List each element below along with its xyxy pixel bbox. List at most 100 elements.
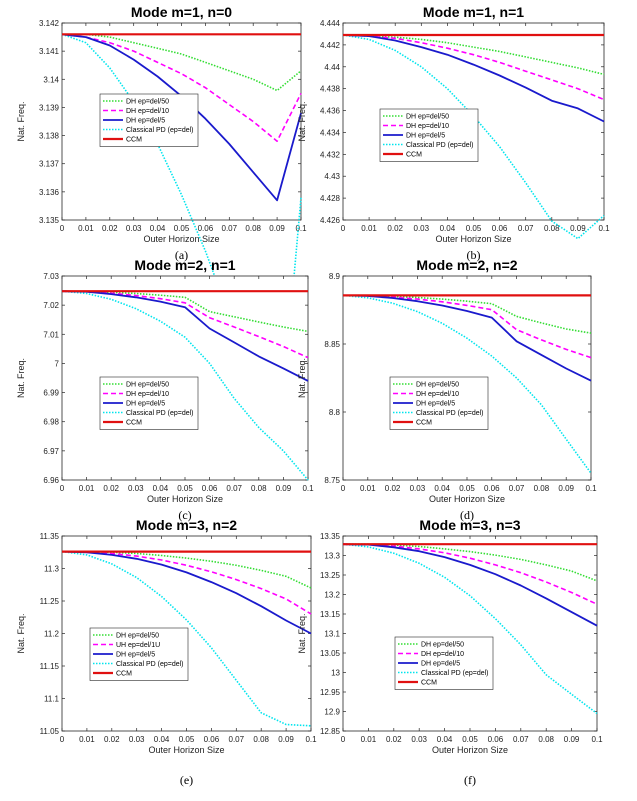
x-axis-label: Outer Horizon Size [148, 745, 224, 755]
legend-entry: Classical PD (ep=del) [126, 410, 194, 417]
y-tick-label: 13.35 [320, 532, 341, 541]
x-tick-label: 0.03 [129, 735, 145, 744]
series-line-1 [61, 290, 309, 333]
y-tick-label: 4.44 [324, 63, 340, 72]
y-tick-label: 4.43 [324, 172, 340, 181]
chart-title: Mode m=1, n=0 [131, 4, 232, 20]
legend-entry: UH ep=del/1U [116, 642, 160, 649]
legend: DH ep=del/50 DH ep=del/10 DH ep=del/5 Class… [99, 93, 199, 147]
y-tick-label: 4.426 [320, 216, 341, 225]
x-tick-label: 0.06 [204, 735, 220, 744]
legend-entry: DH ep=del/5 [406, 133, 445, 140]
y-tick-label: 6.97 [43, 447, 59, 456]
y-tick-label: 4.438 [320, 85, 341, 94]
y-tick-label: 13 [331, 669, 340, 678]
x-tick-label: 0.07 [229, 735, 245, 744]
x-tick-label: 0.08 [253, 735, 269, 744]
chart-title: Mode m=2, n=1 [134, 257, 235, 273]
x-tick-label: 0.07 [226, 484, 242, 493]
y-axis-label: Nat. Freq. [297, 358, 307, 398]
x-tick-label: 0.1 [302, 484, 314, 493]
x-tick-label: 0.05 [174, 224, 190, 233]
chart-title: Mode m=2, n=2 [416, 257, 517, 273]
x-tick-label: 0.07 [518, 224, 534, 233]
subfigure-label: (f) [464, 773, 476, 787]
x-tick-label: 0.06 [198, 224, 214, 233]
x-tick-label: 0.1 [305, 735, 317, 744]
y-tick-label: 11.35 [40, 532, 60, 541]
y-tick-label: 3.136 [39, 188, 60, 197]
y-tick-label: 6.96 [43, 476, 59, 485]
chart-panel-5: 0 0.01 0.02 0.03 0.04 0.05 0.06 0.07 0.08 0.09 0.1… [16, 517, 317, 787]
y-tick-label: 3.139 [39, 103, 60, 112]
x-tick-label: 0.01 [79, 735, 95, 744]
legend: DH ep=del/50 DH ep=del/10 DH ep=del/5 Class… [394, 636, 494, 690]
x-tick-label: 0.09 [278, 735, 294, 744]
y-tick-label: 13.05 [320, 649, 341, 658]
series-line-1 [62, 33, 302, 92]
y-tick-label: 3.138 [39, 132, 60, 141]
x-tick-label: 0.08 [534, 484, 550, 493]
legend-entry: Classical PD (ep=del) [116, 661, 184, 668]
y-tick-label: 8.9 [329, 272, 341, 281]
y-tick-label: 13.3 [324, 552, 340, 561]
legend-entry: Classical PD (ep=del) [406, 142, 474, 149]
series-line-1 [342, 294, 592, 334]
y-tick-label: 3.142 [39, 19, 60, 28]
x-tick-label: 0.08 [245, 224, 261, 233]
series-line-3 [61, 550, 312, 635]
x-tick-label: 0.1 [598, 224, 610, 233]
x-tick-label: 0.07 [509, 484, 525, 493]
y-tick-label: 11.3 [44, 565, 60, 574]
y-tick-label: 13.15 [320, 610, 341, 619]
y-tick-label: 7.02 [43, 301, 59, 310]
x-tick-label: 0.04 [154, 735, 170, 744]
chart-title: Mode m=3, n=2 [136, 517, 237, 533]
series-line-4 [61, 550, 312, 727]
x-tick-label: 0.01 [78, 224, 94, 233]
subfigure-label: (e) [180, 773, 193, 787]
legend-entry: DH ep=del/50 [126, 99, 169, 106]
chart-panel-3: 0 0.01 0.02 0.03 0.04 0.05 0.06 0.07 0.08 0.09 0.1… [16, 257, 314, 522]
legend-entry: CCM [126, 137, 142, 144]
x-axis-label: Outer Horizon Size [147, 494, 223, 504]
chart-panel-2: 0 0.01 0.02 0.03 0.04 0.05 0.06 0.07 0.08 0.09 0.1… [297, 4, 610, 262]
legend-entry: DH ep=del/5 [116, 652, 155, 659]
legend-entry: CCM [406, 152, 422, 159]
x-tick-label: 0.07 [222, 224, 238, 233]
series-line-4 [61, 33, 302, 469]
legend-entry: DH ep=del/5 [126, 118, 165, 125]
series-line-1 [342, 34, 605, 76]
legend-entry: DH ep=del/5 [416, 401, 455, 408]
chart-title: Mode m=1, n=1 [423, 4, 524, 20]
x-tick-label: 0.01 [361, 224, 377, 233]
legend-entry: DH ep=del/50 [116, 633, 159, 640]
series-line-2 [61, 33, 302, 142]
x-tick-label: 0 [60, 735, 65, 744]
x-tick-label: 0.05 [466, 224, 482, 233]
series-line-4 [342, 543, 598, 715]
y-tick-label: 4.432 [320, 150, 341, 159]
y-tick-label: 8.85 [324, 340, 340, 349]
y-axis-label: Nat. Freq. [16, 358, 26, 398]
x-tick-label: 0.09 [269, 224, 285, 233]
y-tick-label: 4.444 [320, 19, 341, 28]
chart-title: Mode m=3, n=3 [419, 517, 520, 533]
x-tick-label: 0.08 [538, 735, 554, 744]
legend-entry: DH ep=del/10 [416, 391, 459, 398]
x-tick-label: 0.08 [251, 484, 267, 493]
x-tick-label: 0.1 [295, 224, 307, 233]
y-tick-label: 8.75 [324, 476, 340, 485]
y-tick-label: 7.01 [43, 330, 59, 339]
y-tick-label: 8.8 [329, 408, 341, 417]
x-tick-label: 0.09 [558, 484, 574, 493]
x-tick-label: 0.03 [414, 224, 430, 233]
x-tick-label: 0.01 [361, 735, 377, 744]
legend: DH ep=del/50 UH ep=del/1U DH ep=del/5 Class… [89, 627, 189, 681]
legend-entry: DH ep=del/50 [126, 382, 169, 389]
x-tick-label: 0.06 [492, 224, 508, 233]
x-tick-label: 0.03 [126, 224, 142, 233]
x-tick-label: 0.01 [79, 484, 95, 493]
series-line-3 [61, 290, 309, 382]
x-tick-label: 0.1 [585, 484, 597, 493]
